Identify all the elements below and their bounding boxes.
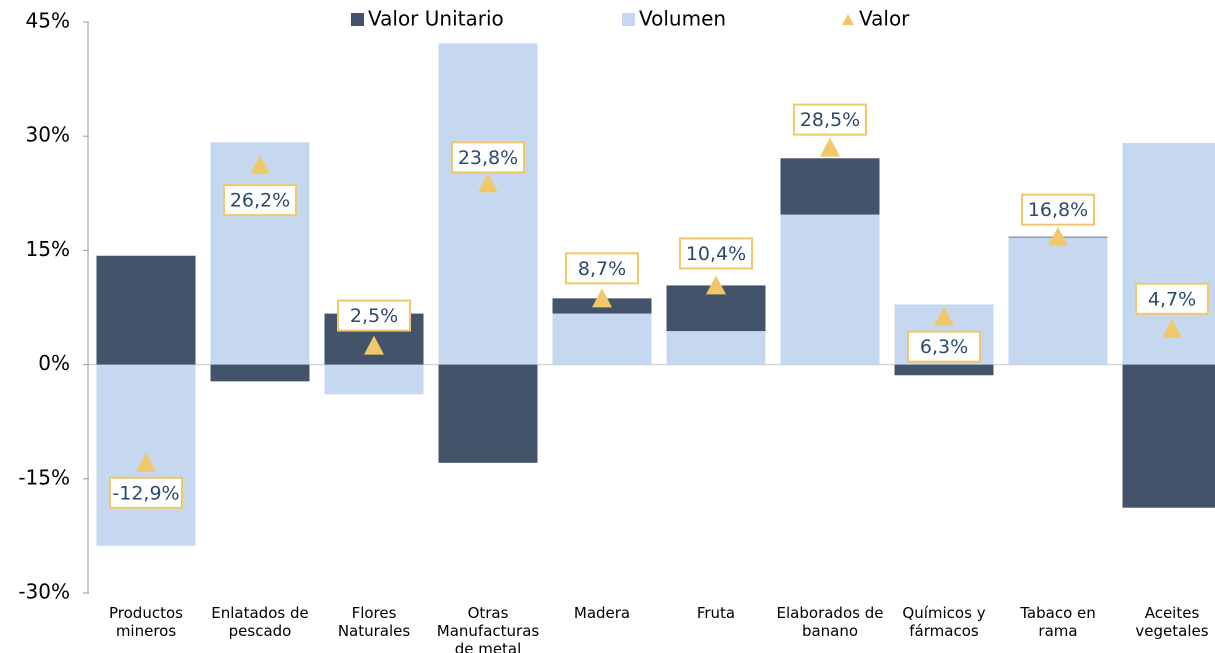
- data-label: 23,8%: [458, 147, 518, 169]
- x-tick-label: Tabaco en rama: [1020, 604, 1096, 640]
- legend-marker: [842, 14, 854, 25]
- bar: [96, 255, 196, 365]
- x-tick-label: Madera: [573, 604, 631, 622]
- x-tick-label: Fruta: [696, 604, 736, 622]
- y-tick-label: 30%: [26, 123, 70, 147]
- bar: [1122, 364, 1215, 508]
- legend-swatch: [351, 13, 364, 26]
- label-box: [1021, 193, 1095, 226]
- y-tick-label: 0%: [38, 351, 70, 375]
- y-tick-label: 45%: [26, 9, 70, 33]
- data-label: -12,9%: [112, 482, 179, 504]
- marker: [250, 155, 270, 175]
- label-box: [109, 476, 183, 509]
- y-tick-label: 15%: [26, 237, 70, 261]
- legend-label: Valor Unitario: [368, 7, 504, 31]
- legend-label: Volumen: [639, 7, 726, 31]
- bar: [324, 364, 424, 395]
- bar: [210, 364, 310, 382]
- bar: [780, 158, 880, 215]
- marker: [136, 452, 156, 472]
- bar: [210, 142, 310, 365]
- data-label: 16,8%: [1028, 199, 1088, 221]
- marker: [706, 275, 726, 295]
- marker: [478, 173, 498, 193]
- bar: [438, 364, 538, 463]
- label-box: [337, 299, 411, 332]
- label-box: [223, 184, 297, 217]
- bar: [666, 331, 766, 365]
- x-tick-label: Flores Naturales: [337, 604, 411, 640]
- bar: [552, 313, 652, 365]
- marker: [820, 137, 840, 157]
- marker: [592, 288, 612, 308]
- legend-label: Valor: [859, 7, 910, 31]
- x-tick-label: Elaborados de banano: [776, 604, 884, 640]
- data-label: 6,3%: [920, 336, 968, 358]
- bar: [1008, 237, 1108, 365]
- label-box: [1135, 282, 1209, 315]
- x-tick-label: Aceites vegetales: [1135, 604, 1209, 640]
- data-label: 8,7%: [578, 258, 626, 280]
- marker: [934, 306, 954, 326]
- legend-swatch: [622, 13, 635, 26]
- marker: [1162, 318, 1182, 338]
- label-box: [679, 237, 753, 270]
- bar: [780, 214, 880, 365]
- label-box: [451, 141, 525, 174]
- y-tick-label: -30%: [18, 580, 70, 604]
- label-box: [793, 103, 867, 136]
- marker: [364, 335, 384, 355]
- marker: [1048, 226, 1068, 246]
- data-label: 26,2%: [230, 190, 290, 212]
- bar: [438, 43, 538, 365]
- data-label: 28,5%: [800, 109, 860, 131]
- label-box: [907, 330, 981, 363]
- x-tick-label: Otras Manufacturas de metal: [436, 604, 540, 653]
- x-tick-label: Enlatados de pescado: [211, 604, 309, 640]
- bar: [894, 364, 994, 376]
- x-tick-label: Químicos y fármacos: [902, 604, 986, 640]
- x-tick-label: Productos mineros: [109, 604, 183, 640]
- data-label: 10,4%: [686, 243, 746, 265]
- y-tick-label: -15%: [18, 465, 70, 489]
- data-label: 2,5%: [350, 305, 398, 327]
- label-box: [565, 252, 639, 285]
- data-label: 4,7%: [1148, 288, 1196, 310]
